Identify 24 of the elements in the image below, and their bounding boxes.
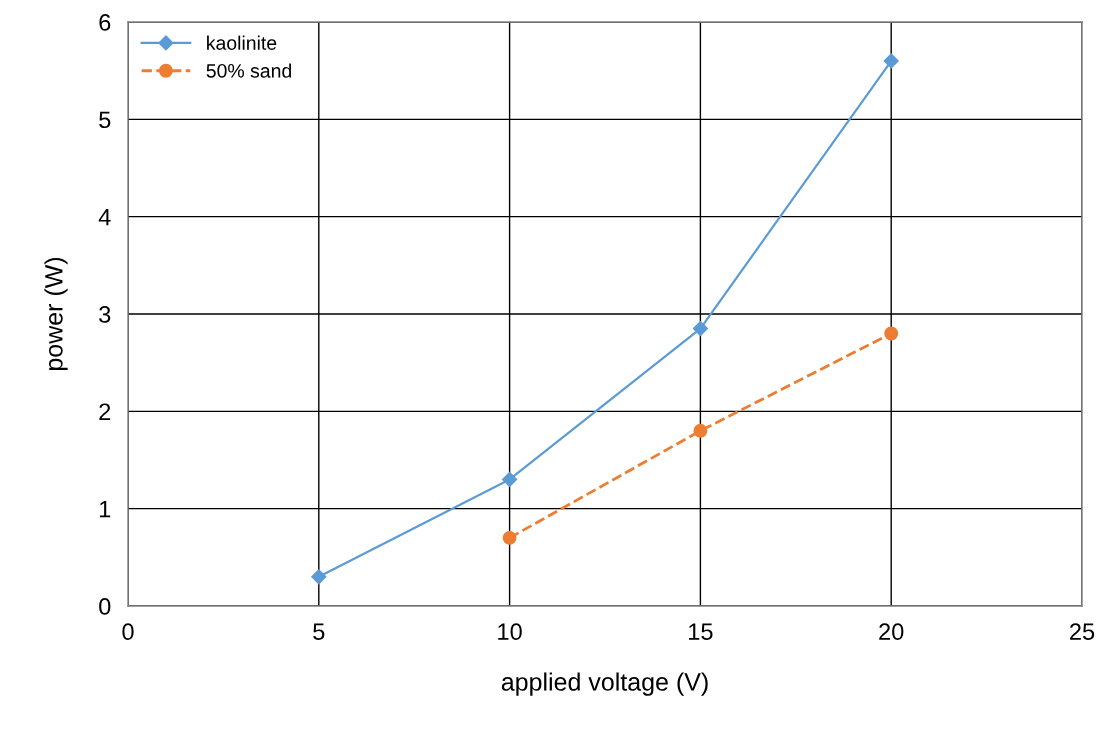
y-tick-label: 0 — [99, 598, 111, 615]
point — [884, 326, 899, 341]
point — [692, 321, 708, 337]
x-tick-label: 10 — [498, 623, 522, 641]
legend-label: kaolinite — [207, 35, 277, 50]
y-tick-label: 1 — [100, 500, 111, 518]
legend-label: 50% sand — [206, 63, 292, 78]
x-tick-label: 20 — [879, 623, 904, 641]
y-tick-label: 6 — [99, 14, 111, 31]
x-axis-title: applied voltage (V) — [501, 672, 708, 696]
point — [502, 471, 518, 488]
x-tick-label: 5 — [313, 623, 325, 641]
y-axis-title: power (W) — [44, 257, 68, 371]
point — [883, 53, 899, 69]
y-tick-label: 3 — [99, 306, 111, 323]
x-tick-label: 0 — [122, 623, 134, 641]
point — [311, 569, 327, 585]
point — [693, 423, 708, 438]
y-tick-label: 2 — [99, 403, 111, 420]
y-tick-label: 4 — [98, 208, 111, 226]
x-tick-label: 15 — [689, 623, 713, 641]
point — [502, 530, 517, 545]
y-tick-label: 5 — [99, 111, 111, 129]
x-tick-label: 25 — [1070, 623, 1095, 641]
